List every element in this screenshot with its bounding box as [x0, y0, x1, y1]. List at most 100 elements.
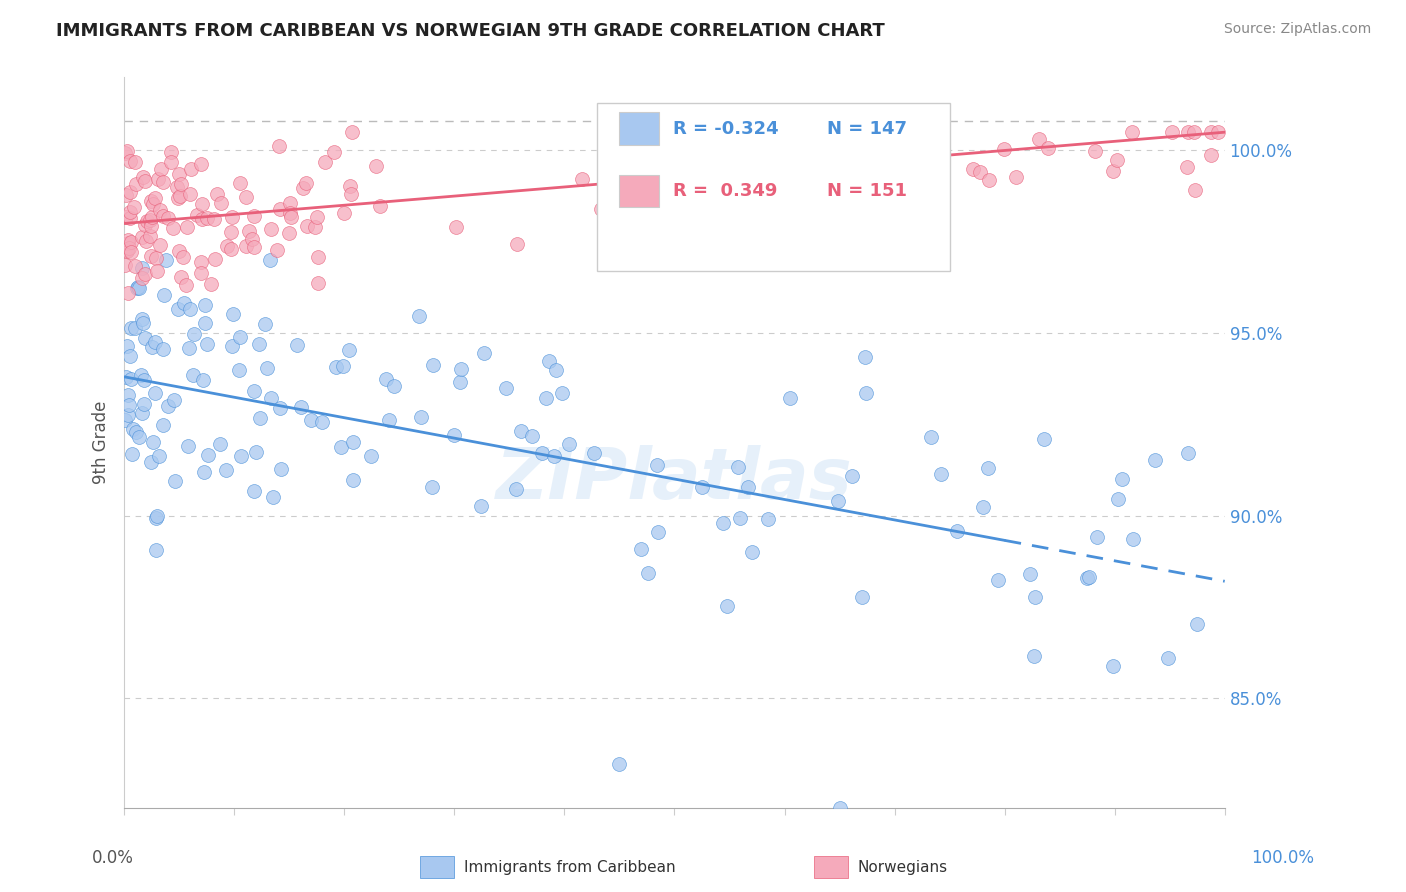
- Point: [134, 174, 156, 188]
- Point: [596, 211, 619, 226]
- Point: [266, 243, 288, 257]
- Point: [152, 210, 174, 224]
- Point: [1107, 492, 1129, 507]
- Point: [167, 191, 190, 205]
- Point: [195, 336, 218, 351]
- Point: [444, 220, 467, 235]
- Point: [221, 210, 243, 224]
- Point: [1121, 125, 1143, 139]
- Point: [278, 195, 301, 210]
- Point: [117, 409, 139, 423]
- Point: [228, 363, 250, 377]
- Point: [240, 232, 263, 246]
- Point: [534, 391, 557, 405]
- Point: [148, 449, 170, 463]
- Point: [779, 391, 801, 405]
- Point: [1105, 153, 1128, 167]
- Point: [299, 413, 322, 427]
- Point: [1182, 125, 1205, 139]
- Point: [229, 176, 252, 190]
- Point: [120, 185, 142, 199]
- Point: [114, 211, 136, 225]
- Point: [238, 224, 260, 238]
- Point: [259, 252, 281, 267]
- Point: [278, 226, 301, 240]
- Point: [139, 229, 162, 244]
- Point: [141, 340, 163, 354]
- Point: [177, 341, 200, 355]
- Point: [443, 427, 465, 442]
- Point: [546, 362, 568, 376]
- Point: [969, 165, 991, 179]
- Point: [117, 339, 139, 353]
- Point: [117, 387, 139, 401]
- Point: [333, 206, 356, 220]
- Point: [360, 450, 382, 464]
- Point: [139, 455, 162, 469]
- Point: [591, 202, 613, 216]
- Point: [571, 171, 593, 186]
- Point: [249, 410, 271, 425]
- Point: [637, 566, 659, 580]
- Point: [382, 378, 405, 392]
- Point: [449, 375, 471, 389]
- Point: [167, 167, 190, 181]
- Point: [215, 239, 238, 253]
- Point: [307, 250, 329, 264]
- Point: [1022, 648, 1045, 663]
- Point: [262, 490, 284, 504]
- Point: [235, 239, 257, 253]
- Point: [169, 189, 191, 203]
- Point: [146, 264, 169, 278]
- Text: 0.0%: 0.0%: [91, 849, 134, 867]
- Point: [229, 329, 252, 343]
- Point: [1184, 182, 1206, 196]
- Point: [408, 309, 430, 323]
- Point: [1078, 570, 1101, 584]
- Point: [114, 242, 136, 256]
- FancyBboxPatch shape: [620, 175, 659, 207]
- Point: [583, 445, 606, 459]
- Point: [851, 591, 873, 605]
- Point: [1185, 617, 1208, 632]
- Point: [364, 159, 387, 173]
- Point: [135, 235, 157, 249]
- Point: [643, 125, 665, 139]
- Point: [280, 210, 302, 224]
- Point: [190, 255, 212, 269]
- Point: [177, 439, 200, 453]
- Point: [120, 371, 142, 385]
- Point: [139, 212, 162, 227]
- Point: [768, 145, 790, 159]
- Point: [165, 474, 187, 488]
- Point: [194, 298, 217, 312]
- Point: [149, 238, 172, 252]
- Point: [243, 209, 266, 223]
- Point: [260, 222, 283, 236]
- Point: [117, 235, 139, 250]
- Point: [124, 425, 146, 439]
- Point: [841, 468, 863, 483]
- Point: [339, 178, 361, 193]
- Point: [114, 259, 136, 273]
- Point: [167, 244, 190, 258]
- Point: [114, 145, 136, 160]
- Point: [145, 510, 167, 524]
- Point: [972, 500, 994, 515]
- Point: [197, 448, 219, 462]
- Point: [128, 281, 150, 295]
- Point: [172, 251, 194, 265]
- Point: [143, 386, 166, 401]
- Text: Immigrants from Caribbean: Immigrants from Caribbean: [464, 860, 676, 874]
- Point: [506, 236, 529, 251]
- Point: [855, 386, 877, 401]
- Point: [912, 196, 935, 211]
- Point: [114, 413, 136, 427]
- Point: [323, 145, 346, 159]
- Point: [946, 524, 969, 538]
- Point: [134, 331, 156, 345]
- Point: [713, 164, 735, 178]
- Point: [145, 251, 167, 265]
- Point: [828, 800, 851, 814]
- Point: [370, 199, 392, 213]
